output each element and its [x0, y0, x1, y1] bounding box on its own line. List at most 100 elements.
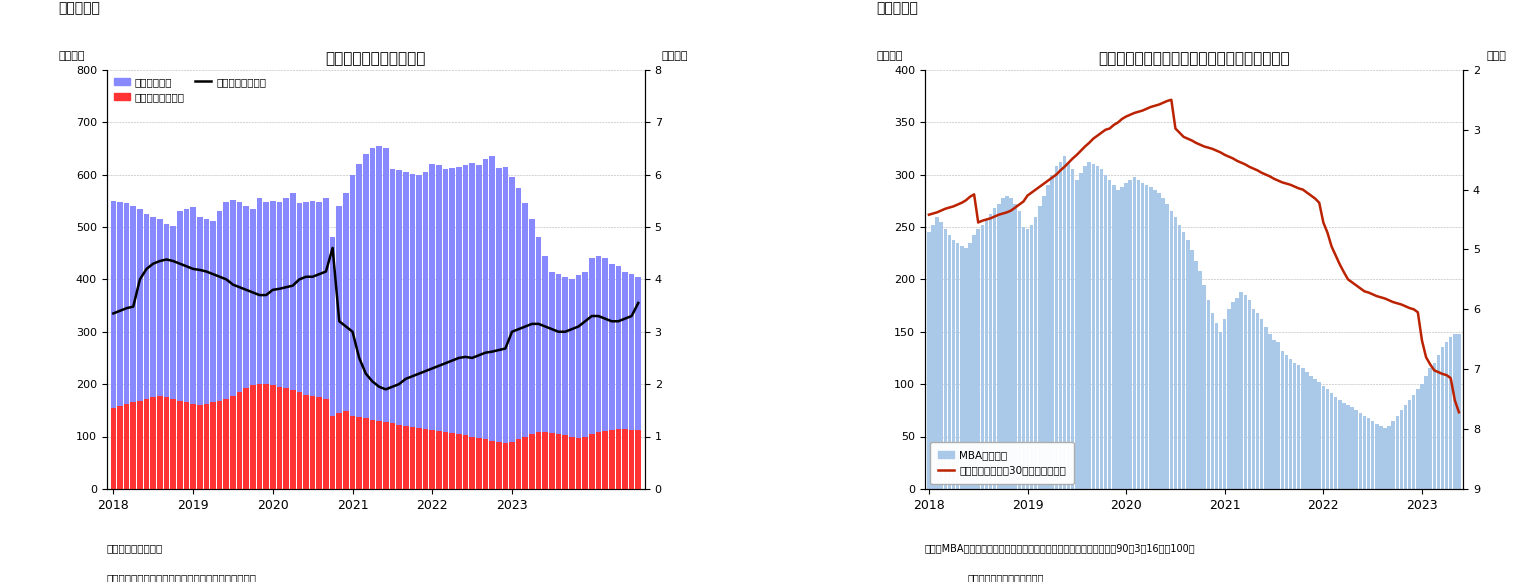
Bar: [1026, 229, 1029, 489]
Bar: [1050, 175, 1055, 489]
Bar: [1355, 410, 1358, 489]
Bar: [1100, 169, 1103, 489]
Bar: [216, 211, 223, 489]
Bar: [1141, 183, 1145, 489]
Bar: [1195, 261, 1198, 489]
Bar: [1116, 190, 1120, 489]
Bar: [1404, 405, 1407, 489]
Bar: [131, 403, 136, 489]
Bar: [123, 203, 130, 489]
Bar: [622, 429, 628, 489]
Bar: [1416, 389, 1419, 489]
Bar: [224, 399, 229, 489]
Bar: [1379, 426, 1382, 489]
Bar: [596, 432, 602, 489]
Bar: [1071, 169, 1074, 489]
Bar: [588, 434, 594, 489]
Bar: [443, 432, 448, 489]
Bar: [1350, 407, 1353, 489]
Bar: [177, 401, 183, 489]
Bar: [610, 264, 614, 489]
Bar: [1021, 227, 1026, 489]
Bar: [450, 434, 456, 489]
Bar: [972, 235, 975, 489]
Bar: [383, 422, 389, 489]
Bar: [376, 146, 383, 489]
Bar: [1088, 162, 1091, 489]
Bar: [596, 256, 602, 489]
Bar: [1399, 410, 1404, 489]
Bar: [376, 421, 383, 489]
Bar: [1244, 295, 1247, 489]
Bar: [980, 225, 985, 489]
Bar: [390, 424, 395, 489]
Bar: [582, 271, 588, 489]
Bar: [562, 435, 568, 489]
Bar: [503, 443, 507, 489]
Text: （％）: （％）: [1486, 51, 1506, 62]
Bar: [1346, 405, 1350, 489]
Bar: [1317, 382, 1321, 489]
Bar: [1251, 308, 1256, 489]
Bar: [523, 436, 529, 489]
Bar: [1137, 180, 1140, 489]
Bar: [1219, 332, 1222, 489]
Bar: [989, 214, 992, 489]
Bar: [236, 392, 242, 489]
Bar: [450, 168, 456, 489]
Bar: [956, 243, 960, 489]
Bar: [1428, 368, 1433, 489]
Bar: [250, 385, 256, 489]
Bar: [1305, 371, 1309, 489]
Bar: [256, 198, 262, 489]
Bar: [622, 271, 628, 489]
Bar: [1207, 300, 1210, 489]
Bar: [402, 172, 408, 489]
Bar: [629, 274, 634, 489]
Bar: [117, 202, 123, 489]
Bar: [1433, 363, 1436, 489]
Bar: [264, 384, 268, 489]
Bar: [1449, 337, 1452, 489]
Bar: [1358, 413, 1362, 489]
Bar: [1145, 185, 1149, 489]
Bar: [370, 420, 375, 489]
Text: （万件）: （万件）: [58, 51, 85, 62]
Bar: [1190, 250, 1193, 489]
Bar: [1231, 303, 1234, 489]
Bar: [157, 396, 163, 489]
Bar: [936, 217, 939, 489]
Bar: [1013, 204, 1017, 489]
Title: 住宅ローン金利および住宅購入ローン申請件数: 住宅ローン金利および住宅購入ローン申請件数: [1099, 51, 1289, 66]
Bar: [422, 429, 428, 489]
Bar: [960, 246, 963, 489]
Bar: [436, 165, 442, 489]
Bar: [997, 204, 1000, 489]
Bar: [1154, 190, 1157, 489]
Bar: [163, 225, 169, 489]
Bar: [244, 206, 248, 489]
Bar: [430, 164, 436, 489]
Bar: [503, 167, 507, 489]
Bar: [927, 232, 931, 489]
Bar: [190, 207, 197, 489]
Bar: [1062, 156, 1067, 489]
Bar: [256, 384, 262, 489]
Bar: [349, 175, 355, 489]
Bar: [515, 439, 521, 489]
Bar: [1268, 334, 1271, 489]
Bar: [297, 392, 302, 489]
Bar: [1210, 313, 1215, 489]
Bar: [343, 193, 349, 489]
Bar: [343, 411, 349, 489]
Bar: [1079, 172, 1082, 489]
Bar: [463, 165, 468, 489]
Bar: [290, 193, 296, 489]
Bar: [475, 438, 482, 489]
Bar: [157, 219, 163, 489]
Bar: [216, 401, 223, 489]
Bar: [357, 164, 363, 489]
Bar: [529, 219, 535, 489]
Bar: [1009, 198, 1013, 489]
Bar: [1198, 271, 1202, 489]
